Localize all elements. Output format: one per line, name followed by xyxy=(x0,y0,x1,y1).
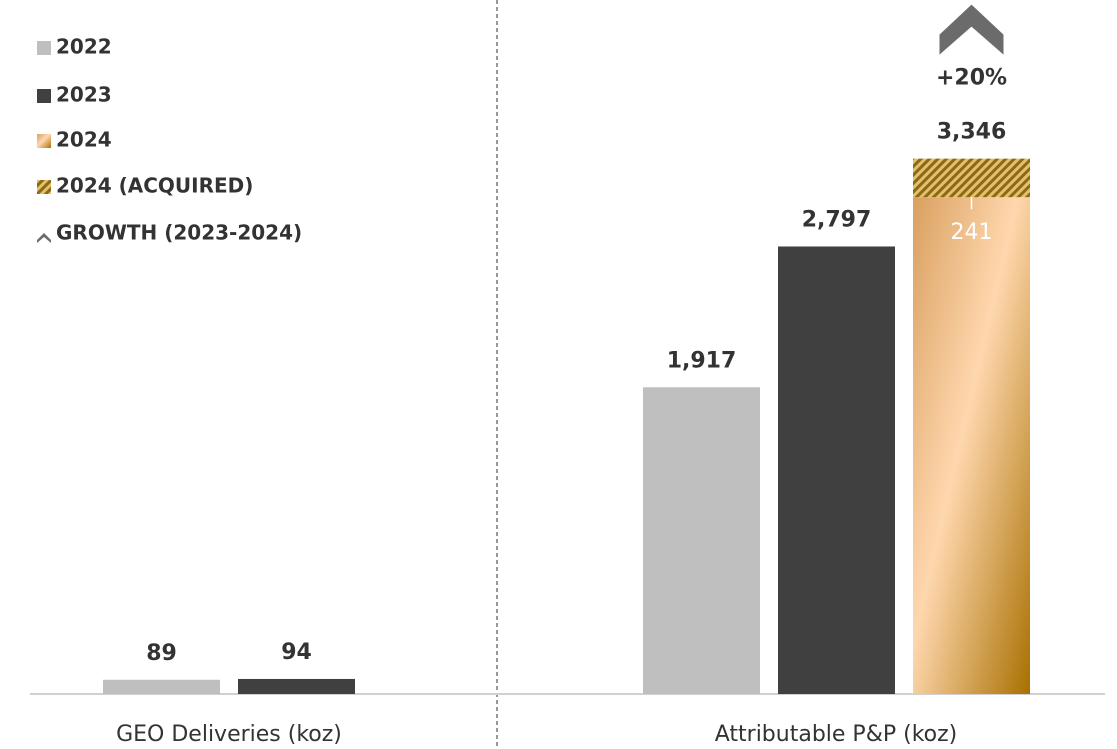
legend-label: 2024 xyxy=(56,128,112,152)
growth-chevron xyxy=(939,4,1004,55)
bar xyxy=(778,246,895,695)
legend-label: 2024 (ACQUIRED) xyxy=(56,174,253,198)
legend-label: 2022 xyxy=(56,35,112,59)
data-label: 2,797 xyxy=(802,207,872,232)
data-label: 241 xyxy=(951,220,993,245)
legend-swatch xyxy=(37,180,51,194)
data-label: 89 xyxy=(146,641,177,666)
x-tick-label: Attributable P&P (koz) xyxy=(715,722,958,747)
bar xyxy=(913,158,1030,198)
growth-label: +20% xyxy=(936,66,1007,91)
bar xyxy=(643,387,760,694)
legend-swatch xyxy=(37,134,51,148)
data-label: 94 xyxy=(281,640,312,665)
legend-label: GROWTH (2023-2024) xyxy=(56,221,302,245)
legend-swatch xyxy=(37,233,51,243)
bar xyxy=(103,679,220,694)
legend-swatch xyxy=(37,41,51,55)
legend-swatch xyxy=(37,89,51,103)
x-tick-label: GEO Deliveries (koz) xyxy=(116,722,342,747)
data-label: 1,917 xyxy=(667,348,737,373)
bar xyxy=(238,678,355,694)
legend-label: 2023 xyxy=(56,83,112,107)
bar xyxy=(913,197,1030,694)
total-label: 3,346 xyxy=(937,120,1007,145)
